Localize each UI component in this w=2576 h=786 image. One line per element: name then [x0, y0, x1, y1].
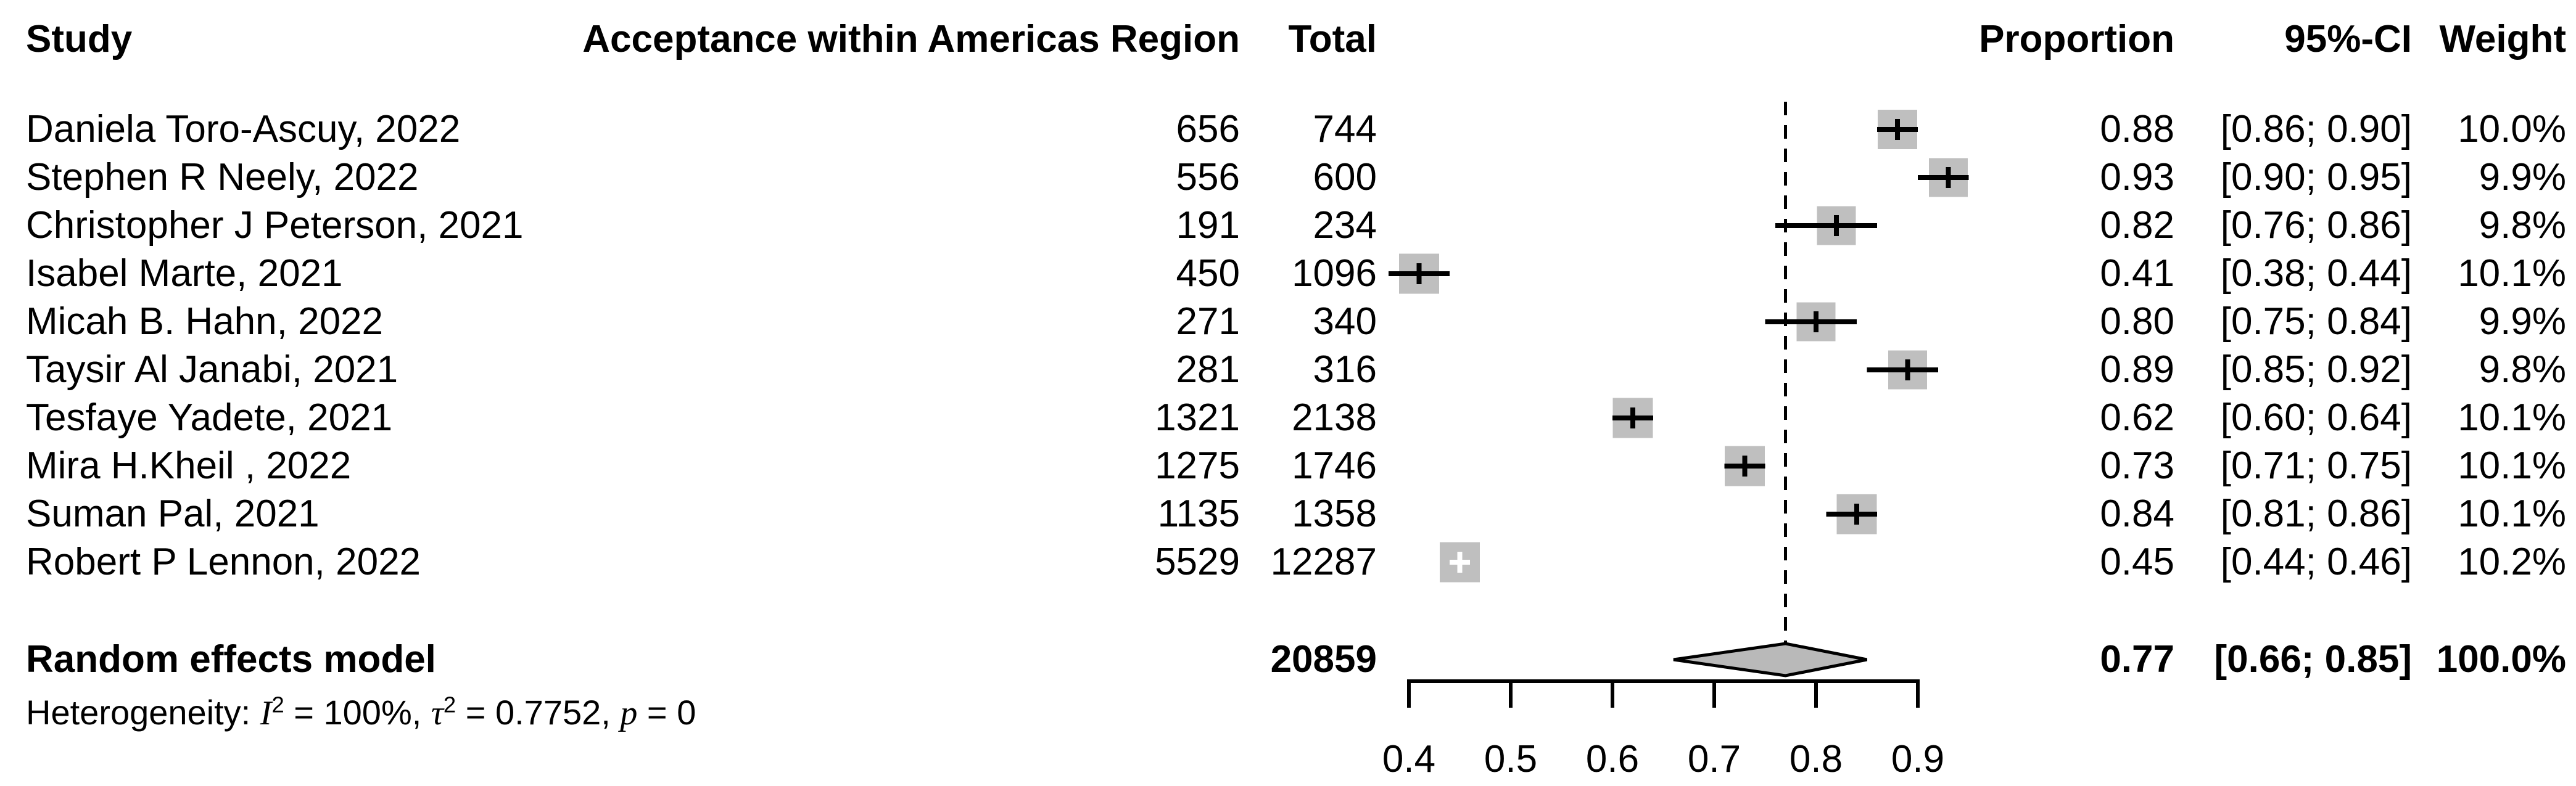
study-weight: 10.2%	[2458, 541, 2566, 583]
study-proportion: 0.62	[2100, 396, 2174, 439]
het-tau-sup: 2	[443, 692, 456, 718]
study-ci: [0.81; 0.86]	[2220, 493, 2412, 535]
het-seg1: = 100%,	[284, 693, 431, 732]
study-proportion: 0.84	[2100, 493, 2174, 535]
study-total: 316	[1313, 348, 1377, 391]
col-header-events: Acceptance within Americas Region	[582, 18, 1240, 60]
study-total: 234	[1313, 204, 1377, 247]
study-weight: 10.1%	[2458, 444, 2566, 487]
axis-tick-label: 0.5	[1484, 738, 1537, 780]
summary-weight: 100.0%	[2436, 638, 2566, 681]
study-ci: [0.85; 0.92]	[2220, 348, 2412, 391]
het-seg3: = 0	[637, 693, 696, 732]
study-name: Stephen R Neely, 2022	[26, 156, 419, 199]
study-proportion: 0.88	[2100, 108, 2174, 150]
summary-diamond	[1673, 642, 1867, 678]
het-seg2: = 0.7752,	[456, 693, 621, 732]
axis-tick-label: 0.8	[1790, 738, 1843, 780]
study-total: 12287	[1270, 541, 1377, 583]
study-events: 1275	[1155, 444, 1240, 487]
het-tau-symbol: τ	[431, 694, 444, 732]
axis-tick-label: 0.9	[1891, 738, 1944, 780]
summary-label: Random effects model	[26, 638, 436, 681]
study-ci: [0.60; 0.64]	[2220, 396, 2412, 439]
study-ci: [0.71; 0.75]	[2220, 444, 2412, 487]
het-i-symbol: I	[260, 694, 272, 732]
study-proportion: 0.80	[2100, 300, 2174, 343]
study-ci: [0.44; 0.46]	[2220, 541, 2412, 583]
study-ci: [0.90; 0.95]	[2220, 156, 2412, 199]
study-weight: 10.1%	[2458, 252, 2566, 295]
study-name: Daniela Toro-Ascuy, 2022	[26, 108, 461, 150]
study-name: Suman Pal, 2021	[26, 493, 320, 535]
study-events: 191	[1176, 204, 1240, 247]
study-proportion: 0.93	[2100, 156, 2174, 199]
study-events: 5529	[1155, 541, 1240, 583]
study-name: Tesfaye Yadete, 2021	[26, 396, 393, 439]
study-weight: 10.1%	[2458, 396, 2566, 439]
study-total: 1096	[1292, 252, 1377, 295]
axis-tick-label: 0.6	[1586, 738, 1639, 780]
het-p-symbol: p	[620, 694, 638, 732]
axis-tick-label: 0.4	[1382, 738, 1435, 780]
study-name: Micah B. Hahn, 2022	[26, 300, 384, 343]
study-ci: [0.38; 0.44]	[2220, 252, 2412, 295]
study-proportion: 0.82	[2100, 204, 2174, 247]
heterogeneity-note: Heterogeneity: I2 = 100%, τ2 = 0.7752, p…	[26, 690, 696, 735]
study-proportion: 0.41	[2100, 252, 2174, 295]
study-total: 744	[1313, 108, 1377, 150]
study-events: 656	[1176, 108, 1240, 150]
summary-proportion: 0.77	[2100, 638, 2174, 681]
study-proportion: 0.89	[2100, 348, 2174, 391]
study-weight: 9.8%	[2479, 204, 2566, 247]
study-ci: [0.75; 0.84]	[2220, 300, 2412, 343]
study-weight: 10.0%	[2458, 108, 2566, 150]
summary-ci: [0.66; 0.85]	[2214, 638, 2412, 681]
study-total: 1358	[1292, 493, 1377, 535]
study-events: 556	[1176, 156, 1240, 199]
study-name: Christopher J Peterson, 2021	[26, 204, 524, 247]
study-events: 271	[1176, 300, 1240, 343]
study-name: Taysir Al Janabi, 2021	[26, 348, 398, 391]
study-name: Robert P Lennon, 2022	[26, 541, 421, 583]
het-i-sup: 2	[271, 692, 284, 718]
study-ci: [0.76; 0.86]	[2220, 204, 2412, 247]
study-total: 2138	[1292, 396, 1377, 439]
study-events: 281	[1176, 348, 1240, 391]
study-weight: 10.1%	[2458, 493, 2566, 535]
axis-tick-label: 0.7	[1688, 738, 1741, 780]
col-header-proportion: Proportion	[1979, 18, 2174, 60]
het-prefix: Heterogeneity:	[26, 693, 260, 732]
study-weight: 9.9%	[2479, 156, 2566, 199]
study-total: 340	[1313, 300, 1377, 343]
study-weight: 9.8%	[2479, 348, 2566, 391]
study-name: Mira H.Kheil , 2022	[26, 444, 352, 487]
col-header-total: Total	[1288, 18, 1377, 60]
study-ci: [0.86; 0.90]	[2220, 108, 2412, 150]
study-total: 600	[1313, 156, 1377, 199]
study-total: 1746	[1292, 444, 1377, 487]
col-header-study: Study	[26, 18, 133, 60]
study-name: Isabel Marte, 2021	[26, 252, 343, 295]
study-proportion: 0.45	[2100, 541, 2174, 583]
study-events: 1321	[1155, 396, 1240, 439]
summary-total: 20859	[1270, 638, 1377, 681]
study-events: 1135	[1157, 493, 1240, 535]
study-weight: 9.9%	[2479, 300, 2566, 343]
study-proportion: 0.73	[2100, 444, 2174, 487]
col-header-weight: Weight	[2439, 18, 2567, 60]
study-events: 450	[1176, 252, 1240, 295]
col-header-ci: 95%-CI	[2284, 18, 2412, 60]
